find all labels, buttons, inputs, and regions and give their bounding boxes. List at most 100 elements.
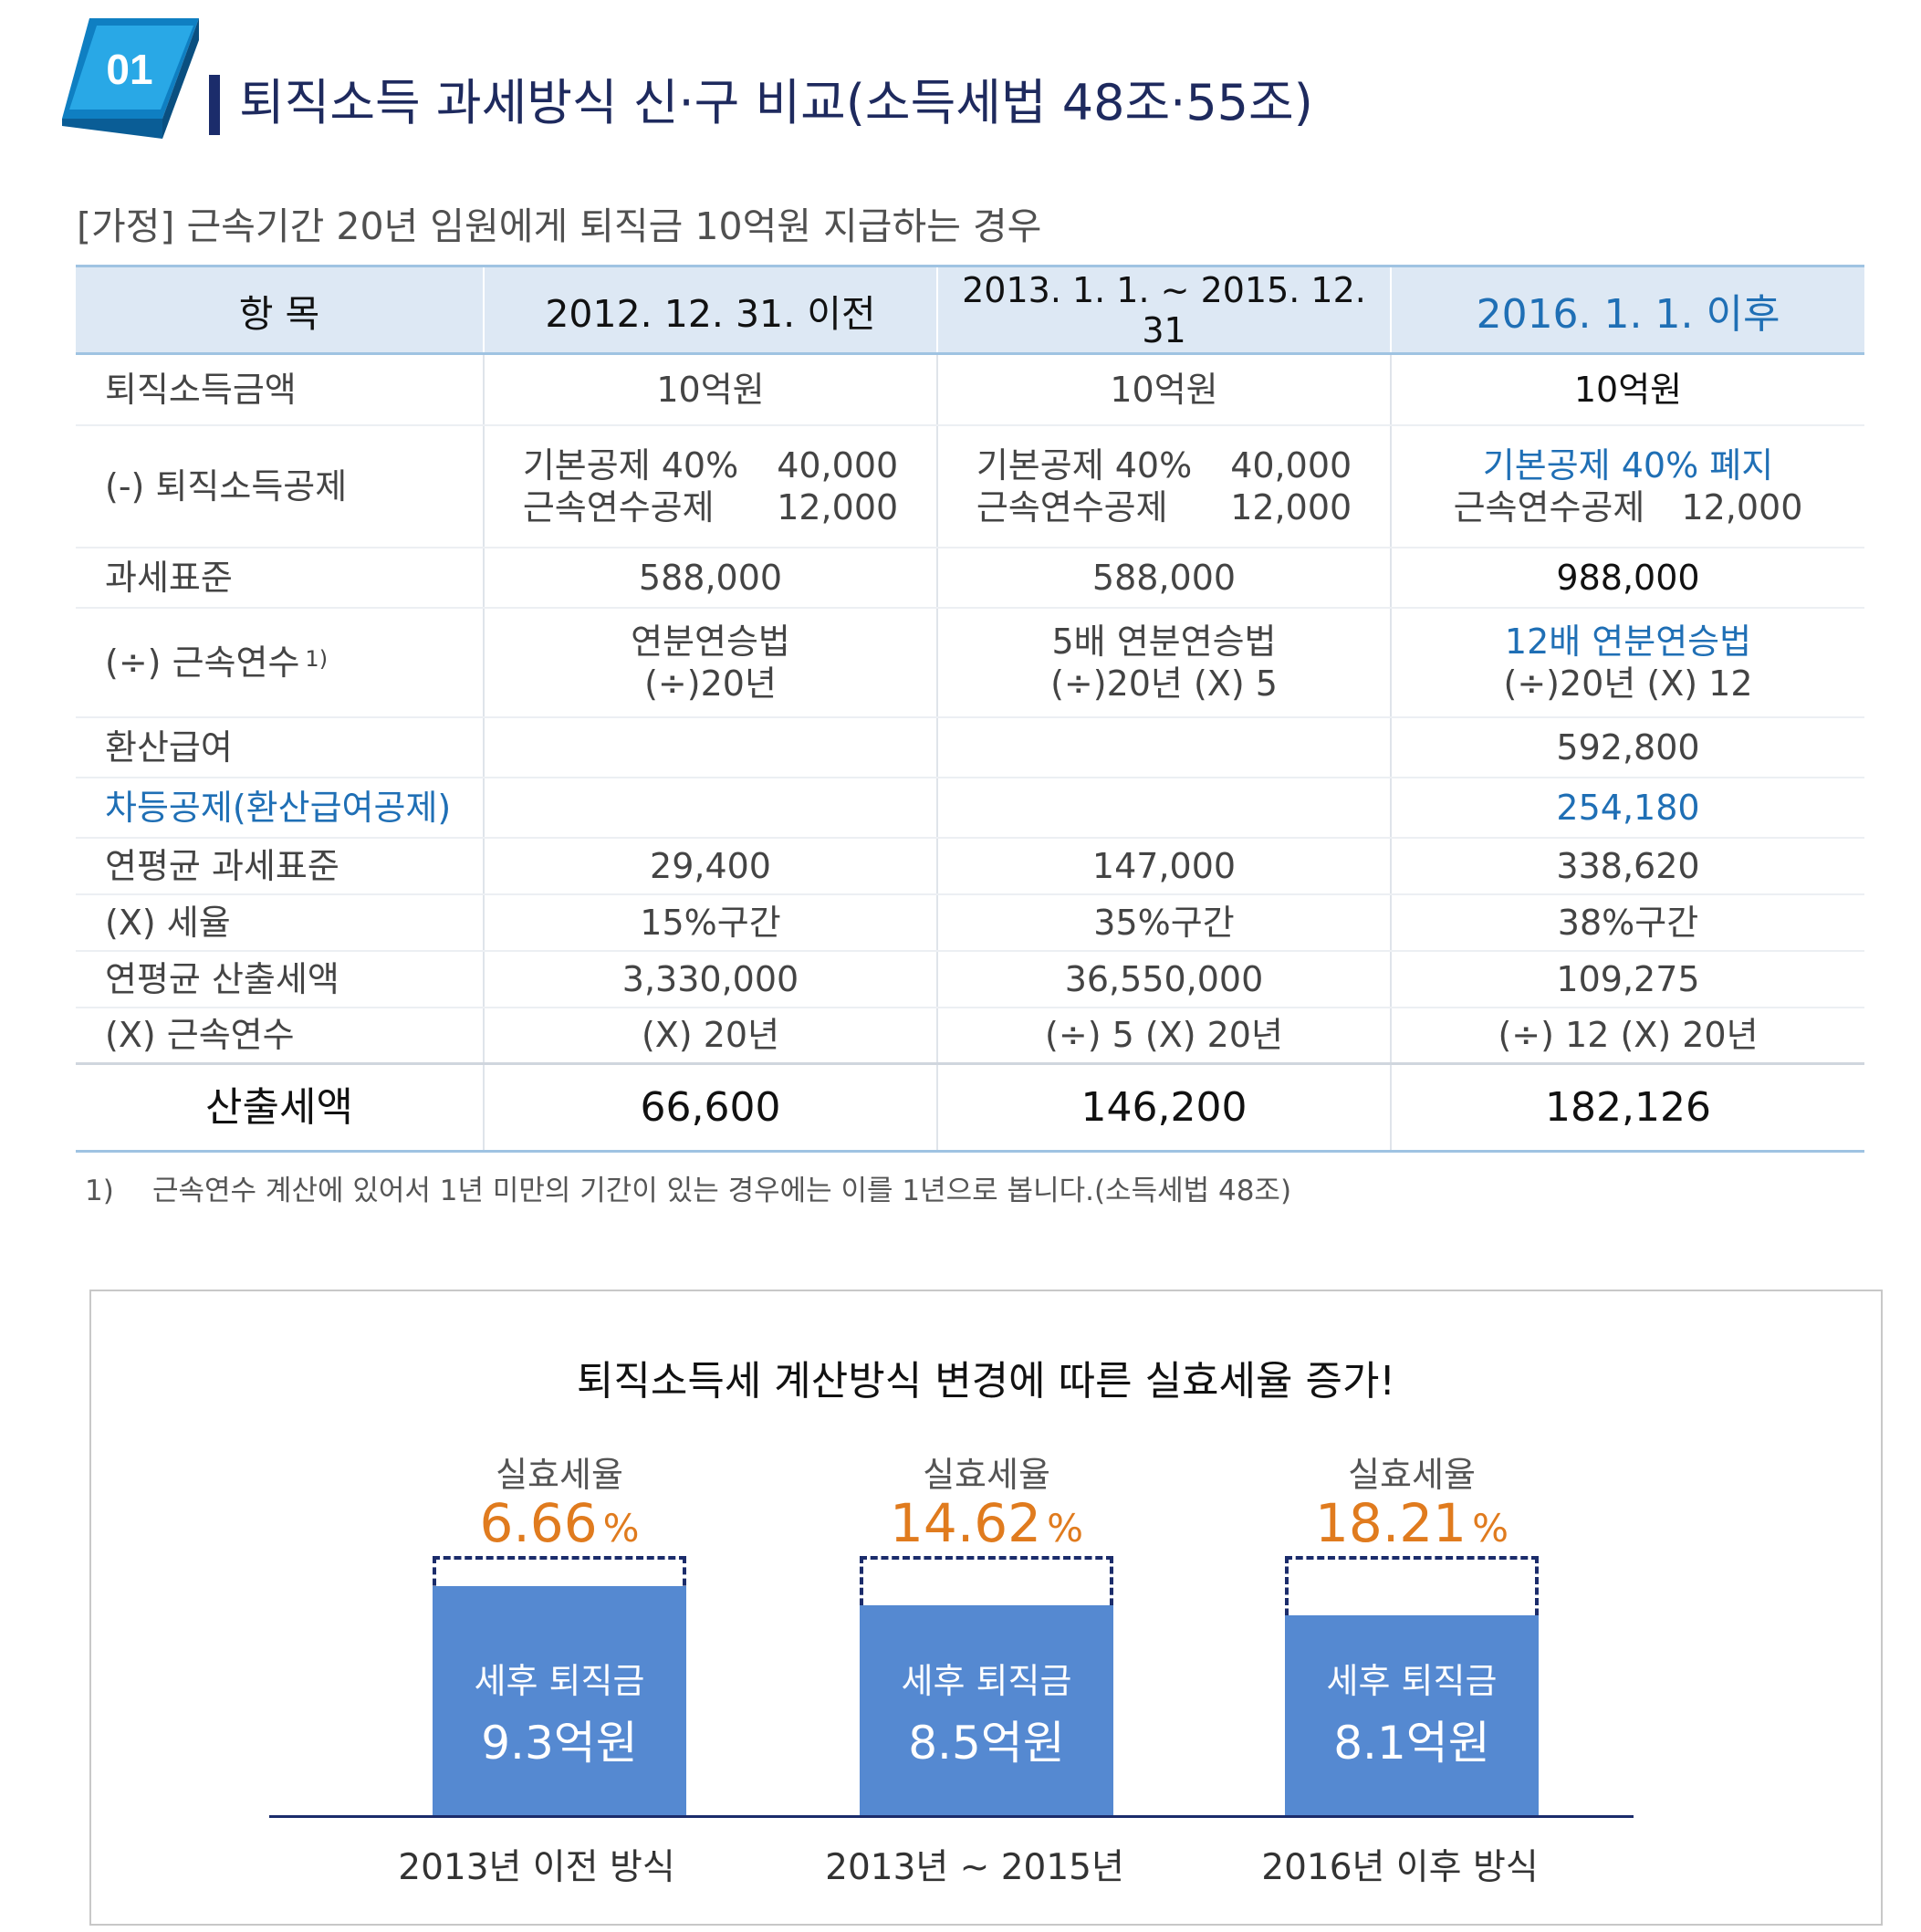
- cell: 기본공제 40% 폐지 근속연수공제 12,000: [1391, 424, 1864, 548]
- effective-rate-unit: %: [602, 1506, 640, 1551]
- cell-text: 기본공제 40%: [976, 444, 1193, 486]
- cell: 38%구간: [1391, 893, 1864, 952]
- cell: 35%구간: [937, 893, 1392, 952]
- bar-label-value: 8.5억원: [908, 1717, 1065, 1770]
- col-header-item: 항 목: [76, 265, 485, 355]
- badge-number: 01: [106, 46, 152, 93]
- effective-rate-number: 14.62: [890, 1492, 1042, 1554]
- effective-rate-value: 6.66%: [433, 1492, 686, 1554]
- cell-value: 12,000: [777, 486, 899, 527]
- after-tax-bar: [860, 1605, 1113, 1815]
- table-row: 과세표준 588,000 588,000 988,000: [76, 547, 1864, 609]
- footnote: 1) 근속연수 계산에 있어서 1년 미만의 기간이 있는 경우에는 이를 1년으…: [85, 1167, 1291, 1208]
- row-label: (X) 근속연수: [76, 1007, 485, 1065]
- cell: 연분연승법 (÷)20년: [484, 607, 938, 718]
- after-tax-bar: [1285, 1615, 1539, 1815]
- row-label: (X) 세율: [76, 893, 485, 952]
- effective-rate-unit: %: [1047, 1506, 1083, 1551]
- cell: 988,000: [1391, 547, 1864, 609]
- chart-column: 실효세율 6.66% 세후 퇴직금 9.3억원: [433, 1446, 686, 1815]
- cell-text: 근속연수공제: [522, 486, 715, 527]
- row-label: 차등공제(환산급여공제): [76, 777, 485, 839]
- cell: 147,000: [937, 837, 1392, 895]
- chart-column: 실효세율 18.21% 세후 퇴직금 8.1억원: [1285, 1446, 1539, 1815]
- assumption-text: [가정] 근속기간 20년 임원에게 퇴직금 10억원 지급하는 경우: [77, 204, 1042, 248]
- effective-rate-value: 14.62%: [860, 1492, 1113, 1554]
- title-accent-bar: [209, 75, 220, 135]
- cell: 592,800: [1391, 716, 1864, 778]
- row-label: 퇴직소득금액: [76, 353, 485, 426]
- bar-label-value: 9.3억원: [481, 1717, 638, 1770]
- row-label: (÷) 근속연수 1): [76, 607, 485, 718]
- row-label: (-) 퇴직소득공제: [76, 424, 485, 548]
- col-header-2013-2015: 2013. 1. 1. ~ 2015. 12. 31: [937, 265, 1392, 355]
- cell: 기본공제 40% 40,000 근속연수공제 12,000: [937, 424, 1392, 548]
- cell-text: 기본공제 40% 폐지: [1482, 444, 1774, 486]
- cell-text: 기본공제 40%: [522, 444, 739, 486]
- table-row: 연평균 산출세액 3,330,000 36,550,000 109,275: [76, 950, 1864, 1008]
- chart-title: 퇴직소득세 계산방식 변경에 따른 실효세율 증가!: [576, 1358, 1396, 1405]
- effective-rate-label: 실효세율: [496, 1455, 623, 1495]
- table-row: 연평균 과세표준 29,400 147,000 338,620: [76, 837, 1864, 895]
- col-header-after-2016: 2016. 1. 1. 이후: [1391, 265, 1864, 355]
- cell-value: 40,000: [1230, 444, 1352, 486]
- cell: 146,200: [937, 1062, 1392, 1153]
- bar-label-title: 세후 퇴직금: [1326, 1661, 1498, 1701]
- comparison-table: 항 목 2012. 12. 31. 이전 2013. 1. 1. ~ 2015.…: [76, 265, 1864, 1153]
- cell: 36,550,000: [937, 950, 1392, 1008]
- cell-text: (÷)20년 (X) 5: [1050, 663, 1278, 704]
- effective-rate-unit: %: [1472, 1506, 1509, 1551]
- cell: [484, 716, 938, 778]
- cell: [937, 716, 1392, 778]
- cell-text: 12배 연분연승법: [1504, 621, 1752, 662]
- category-label: 2013년 ~ 2015년: [825, 1847, 1124, 1888]
- bar-label: 세후 퇴직금 8.5억원: [860, 1653, 1113, 1772]
- footnote-marker: 1): [305, 645, 329, 672]
- cell: 29,400: [484, 837, 938, 895]
- cell: 182,126: [1391, 1062, 1864, 1153]
- cell-text: 근속연수공제: [1453, 486, 1645, 527]
- table-total-row: 산출세액 66,600 146,200 182,126: [76, 1062, 1864, 1153]
- bar-label-title: 세후 퇴직금: [474, 1661, 645, 1701]
- row-label: 연평균 산출세액: [76, 950, 485, 1008]
- cell: [937, 777, 1392, 839]
- cell-value: 12,000: [1230, 486, 1352, 527]
- row-label: 환산급여: [76, 716, 485, 778]
- cell: 12배 연분연승법 (÷)20년 (X) 12: [1391, 607, 1864, 718]
- row-label: 과세표준: [76, 547, 485, 609]
- table-row: (X) 근속연수 (X) 20년 (÷) 5 (X) 20년 (÷) 12 (X…: [76, 1007, 1864, 1065]
- category-label: 2016년 이후 방식: [1261, 1847, 1539, 1888]
- cell: 10억원: [937, 353, 1392, 426]
- after-tax-bar: [433, 1586, 686, 1815]
- effective-rate-number: 6.66: [479, 1492, 598, 1554]
- cell: 109,275: [1391, 950, 1864, 1008]
- cell: 10억원: [1391, 353, 1864, 426]
- footnote-number: 1): [85, 1175, 114, 1207]
- cell-value: 12,000: [1681, 486, 1803, 527]
- cell-text: (÷)20년 (X) 12: [1503, 663, 1753, 704]
- cell: 10억원: [484, 353, 938, 426]
- cell-text: 연분연승법: [631, 621, 790, 662]
- effective-rate-number: 18.21: [1315, 1492, 1467, 1554]
- bar-label: 세후 퇴직금 8.1억원: [1285, 1653, 1539, 1772]
- cell: 588,000: [484, 547, 938, 609]
- row-label-text: (÷) 근속연수: [105, 642, 300, 683]
- cell: 3,330,000: [484, 950, 938, 1008]
- table-row: 환산급여 592,800: [76, 716, 1864, 778]
- cell: 5배 연분연승법 (÷)20년 (X) 5: [937, 607, 1392, 718]
- effective-rate-label: 실효세율: [1348, 1455, 1476, 1495]
- cell-text: 5배 연분연승법: [1051, 621, 1277, 662]
- table-row: 퇴직소득금액 10억원 10억원 10억원: [76, 353, 1864, 426]
- cell: [484, 777, 938, 839]
- cell: 15%구간: [484, 893, 938, 952]
- chart-baseline: [269, 1815, 1634, 1818]
- table-row: (-) 퇴직소득공제 기본공제 40% 40,000 근속연수공제 12,000…: [76, 424, 1864, 548]
- cell: 254,180: [1391, 777, 1864, 839]
- cell: (÷) 12 (X) 20년: [1391, 1007, 1864, 1065]
- page-title: 퇴직소득 과세방식 신·구 비교(소득세법 48조·55조): [239, 74, 1313, 131]
- row-label: 산출세액: [76, 1062, 485, 1153]
- cell: 338,620: [1391, 837, 1864, 895]
- row-label: 연평균 과세표준: [76, 837, 485, 895]
- bar-label-title: 세후 퇴직금: [901, 1661, 1072, 1701]
- cell: (X) 20년: [484, 1007, 938, 1065]
